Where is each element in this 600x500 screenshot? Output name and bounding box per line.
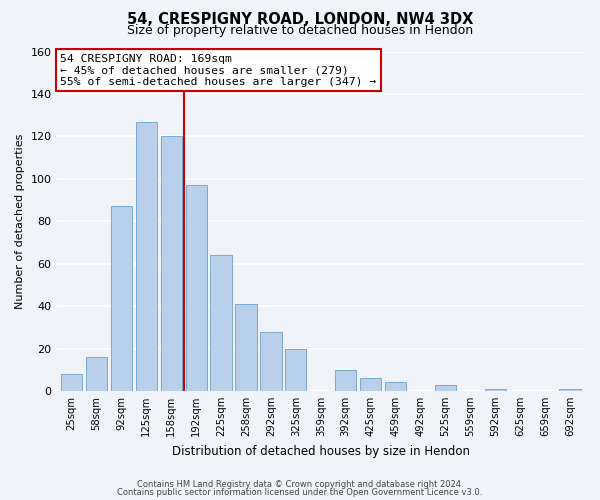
Text: Contains public sector information licensed under the Open Government Licence v3: Contains public sector information licen… — [118, 488, 482, 497]
Text: Contains HM Land Registry data © Crown copyright and database right 2024.: Contains HM Land Registry data © Crown c… — [137, 480, 463, 489]
Bar — [260, 332, 281, 391]
Bar — [485, 389, 506, 391]
Y-axis label: Number of detached properties: Number of detached properties — [15, 134, 25, 309]
Bar — [161, 136, 182, 391]
Bar — [360, 378, 381, 391]
Bar — [61, 374, 82, 391]
Bar — [235, 304, 257, 391]
Bar — [185, 185, 207, 391]
Text: 54 CRESPIGNY ROAD: 169sqm
← 45% of detached houses are smaller (279)
55% of semi: 54 CRESPIGNY ROAD: 169sqm ← 45% of detac… — [60, 54, 377, 87]
Text: Size of property relative to detached houses in Hendon: Size of property relative to detached ho… — [127, 24, 473, 37]
X-axis label: Distribution of detached houses by size in Hendon: Distribution of detached houses by size … — [172, 444, 470, 458]
Bar — [285, 348, 307, 391]
Bar — [111, 206, 132, 391]
Bar — [559, 389, 581, 391]
Text: 54, CRESPIGNY ROAD, LONDON, NW4 3DX: 54, CRESPIGNY ROAD, LONDON, NW4 3DX — [127, 12, 473, 28]
Bar — [335, 370, 356, 391]
Bar — [435, 384, 456, 391]
Bar — [211, 255, 232, 391]
Bar — [86, 357, 107, 391]
Bar — [136, 122, 157, 391]
Bar — [385, 382, 406, 391]
